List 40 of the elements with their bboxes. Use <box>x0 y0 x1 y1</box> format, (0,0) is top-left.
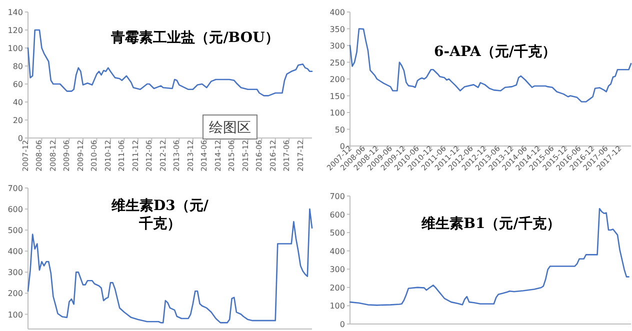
y-tick-label: 200 <box>8 289 23 298</box>
y-tick-label: 60 <box>12 80 23 89</box>
text: 维生素B1（元/千克） <box>420 215 560 232</box>
y-tick-label: 300 <box>8 268 23 278</box>
y-tick-label: 100 <box>8 310 23 320</box>
y-tick-label: 100 <box>330 108 345 118</box>
y-tick-label: 700 <box>8 184 23 193</box>
annotation: 绘图区 <box>209 120 251 136</box>
y-tick-label: 120 <box>8 26 23 35</box>
y-tick-label: 40 <box>12 98 23 107</box>
text: 青霉素工业盐（元/BOU） <box>110 30 279 46</box>
y-tick-label: 500 <box>8 226 23 236</box>
y-tick-label: 300 <box>330 42 345 50</box>
y-tick-label: 700 <box>330 192 345 201</box>
text: 6-APA（元/千克） <box>434 43 556 60</box>
y-tick-label: 0 <box>18 134 23 143</box>
y-tick-label: 20 <box>12 116 23 125</box>
y-tick-label: 150 <box>330 92 345 101</box>
y-tick-label: 0 <box>340 320 345 329</box>
y-tick-label: 100 <box>330 302 345 311</box>
y-tick-label: 250 <box>330 58 345 68</box>
y-tick-label: 400 <box>330 246 345 256</box>
y-tick-label: 350 <box>330 24 345 34</box>
y-tick-label: 400 <box>8 247 23 256</box>
y-tick-label: 80 <box>12 62 23 71</box>
y-tick-label: 600 <box>330 210 345 220</box>
line-series <box>27 29 313 96</box>
y-tick-label: 500 <box>330 228 345 238</box>
y-tick-label: 200 <box>330 283 345 292</box>
y-tick-label: 50 <box>334 125 345 134</box>
y-tick-label: 400 <box>330 8 345 17</box>
line-series <box>349 28 632 102</box>
y-tick-label: 140 <box>8 8 23 17</box>
y-tick-label: 600 <box>8 205 23 214</box>
y-tick-label: 300 <box>330 265 345 274</box>
y-tick-label: 200 <box>330 75 345 84</box>
tooltip-box: 绘图区 <box>202 114 258 140</box>
text: 维生素D3（元/千克） <box>110 197 210 232</box>
line-series <box>349 208 630 306</box>
y-tick-label: 100 <box>8 44 23 53</box>
